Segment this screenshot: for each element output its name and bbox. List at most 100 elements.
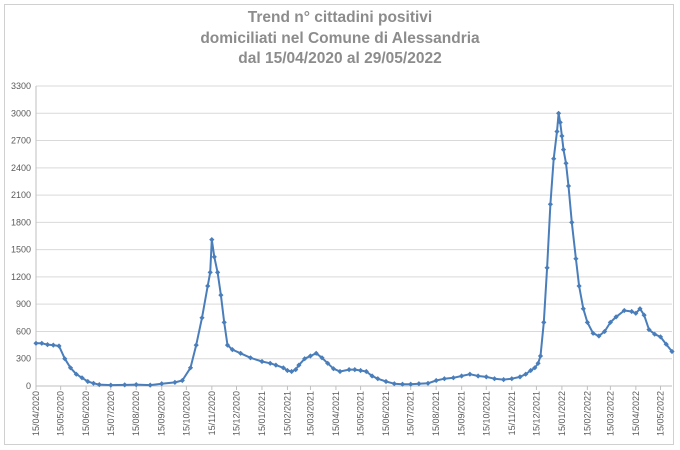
data-point-marker	[547, 201, 553, 207]
data-point-marker	[491, 376, 498, 382]
data-point-marker	[467, 371, 473, 377]
data-point-marker	[62, 356, 68, 362]
data-point-marker	[179, 377, 185, 384]
data-point-marker	[247, 355, 254, 361]
x-tick-label: 15/03/2022	[605, 391, 615, 436]
data-point-marker	[646, 327, 652, 333]
data-point-marker	[289, 368, 295, 375]
data-point-marker	[559, 133, 565, 139]
data-point-marker	[596, 333, 602, 339]
data-point-marker	[441, 376, 447, 382]
data-point-marker	[85, 378, 91, 385]
data-point-marker	[39, 340, 45, 346]
data-point-marker	[509, 376, 515, 382]
data-point-marker	[544, 265, 550, 271]
data-point-marker	[483, 374, 489, 380]
chart-title-line-3: dal 15/04/2020 al 29/05/2022	[238, 50, 442, 67]
data-point-marker	[475, 373, 481, 379]
data-point-marker	[621, 307, 627, 314]
data-point-marker	[211, 254, 217, 260]
data-point-marker	[56, 343, 62, 349]
data-point-marker	[391, 381, 397, 387]
data-point-marker	[584, 319, 590, 325]
y-tick-label: 2100	[11, 190, 31, 200]
y-tick-label: 2400	[11, 163, 31, 173]
data-point-marker	[580, 306, 586, 312]
x-tick-label: 15/04/2020	[31, 391, 41, 436]
data-point-marker	[629, 308, 635, 315]
data-point-marker	[358, 367, 364, 374]
x-tick-label: 15/03/2021	[305, 391, 315, 436]
data-point-marker	[517, 374, 523, 380]
data-point-marker	[501, 377, 507, 383]
data-point-marker	[67, 365, 74, 371]
data-point-marker	[307, 353, 313, 359]
x-tick-label: 15/08/2021	[431, 391, 441, 436]
data-point-marker	[565, 183, 572, 189]
data-point-marker	[319, 355, 325, 361]
data-point-marker	[633, 310, 639, 316]
data-point-marker	[221, 319, 227, 325]
data-point-marker	[563, 160, 569, 166]
data-point-marker	[215, 269, 221, 275]
x-tick-label: 15/05/2021	[356, 391, 366, 436]
data-point-marker	[433, 377, 439, 384]
y-tick-label: 1800	[11, 217, 31, 227]
data-point-marker	[459, 373, 465, 379]
y-tick-label: 3300	[11, 81, 31, 91]
x-tick-label: 15/09/2020	[157, 391, 167, 436]
data-point-marker	[293, 367, 299, 373]
y-tick-label: 0	[26, 381, 31, 391]
data-point-marker	[657, 334, 664, 340]
x-tick-label: 15/12/2021	[531, 391, 541, 436]
data-point-marker	[108, 382, 114, 388]
x-tick-label: 15/11/2020	[207, 391, 217, 435]
data-point-marker	[159, 381, 165, 387]
data-point-marker	[416, 381, 422, 387]
data-point-marker	[551, 156, 557, 162]
data-point-marker	[229, 347, 235, 353]
x-tick-label: 15/11/2021	[507, 391, 517, 435]
data-point-marker	[535, 360, 541, 366]
data-point-marker	[90, 380, 97, 386]
x-tick-label: 15/05/2020	[56, 391, 66, 436]
data-point-marker	[280, 365, 286, 371]
data-point-marker	[532, 365, 538, 371]
data-point-marker	[284, 367, 290, 374]
x-tick-label: 15/04/2022	[631, 391, 641, 436]
x-tick-label: 15/05/2022	[655, 391, 665, 436]
x-tick-label: 15/01/2022	[557, 391, 567, 436]
x-tick-label: 15/02/2022	[582, 391, 592, 436]
data-point-marker	[573, 256, 579, 262]
data-point-marker	[590, 330, 596, 336]
data-point-marker	[637, 306, 643, 312]
x-tick-label: 15/08/2020	[131, 391, 141, 436]
data-point-marker	[641, 312, 647, 318]
x-tick-label: 15/07/2020	[106, 391, 116, 436]
data-point-marker	[576, 283, 582, 289]
data-point-marker	[147, 382, 153, 388]
data-point-marker	[399, 381, 406, 387]
data-point-marker	[369, 373, 375, 379]
data-point-marker	[337, 368, 343, 375]
data-point-marker	[613, 314, 619, 320]
data-point-marker	[122, 382, 128, 388]
y-tick-label: 1500	[11, 245, 31, 255]
data-point-marker	[259, 358, 265, 365]
y-tick-label: 3000	[11, 108, 31, 118]
x-tick-label: 15/10/2021	[481, 391, 491, 436]
data-point-marker	[346, 367, 352, 373]
data-point-marker	[375, 376, 381, 382]
data-point-marker	[133, 382, 139, 388]
data-point-marker	[523, 371, 529, 377]
data-point-marker	[199, 315, 205, 321]
data-point-marker	[352, 367, 358, 373]
y-tick-label: 2700	[11, 136, 31, 146]
data-point-marker	[267, 360, 273, 366]
data-point-marker	[554, 128, 560, 135]
x-tick-label: 15/06/2020	[81, 391, 91, 436]
data-point-marker	[569, 219, 575, 225]
data-point-marker	[652, 331, 658, 337]
x-tick-label: 15/02/2021	[282, 391, 292, 436]
